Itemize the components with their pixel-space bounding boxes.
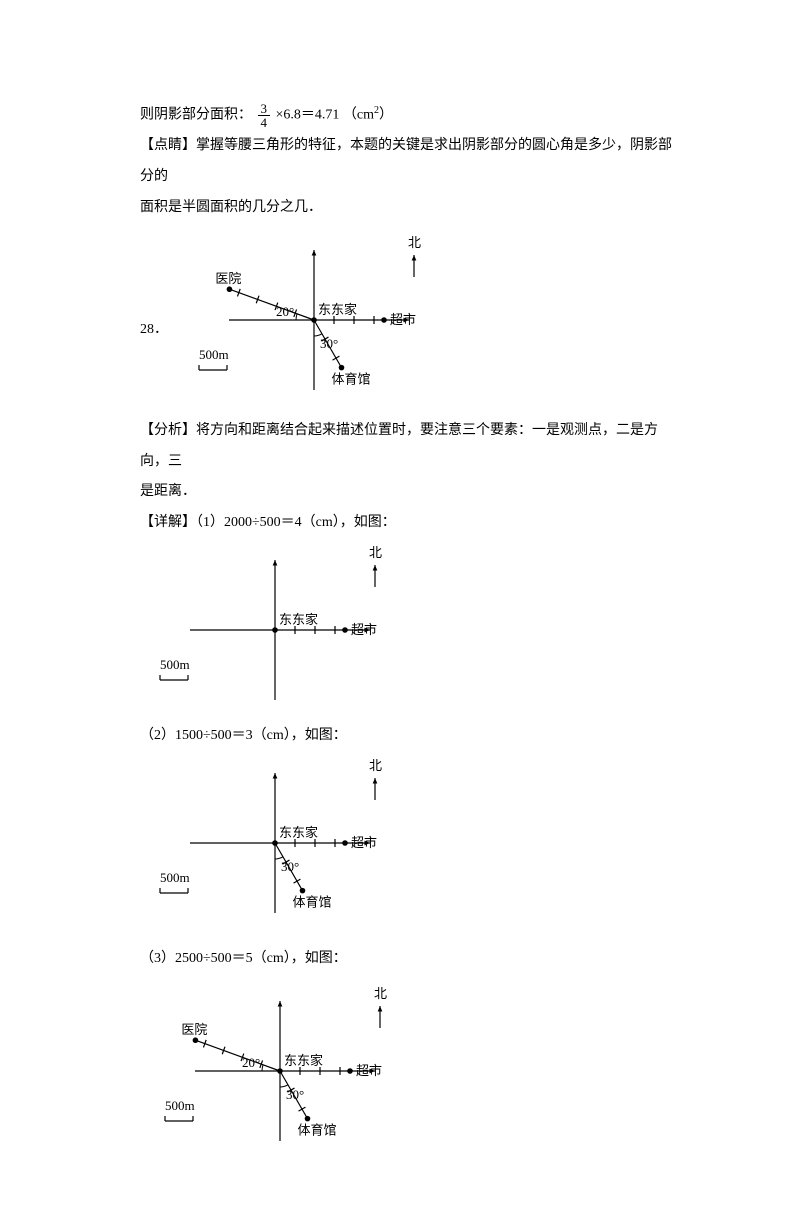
svg-text:体育馆: 体育馆: [293, 894, 332, 909]
line-dianjing-1: 【点睛】掌握等腰三角形的特征，本题的关键是求出阴影部分的圆心角是多少，阴影部分的: [140, 131, 673, 193]
svg-text:超市: 超市: [351, 622, 377, 637]
frac-num: 3: [258, 102, 271, 116]
analysis-2: 是距离．: [140, 477, 673, 508]
diagram-full-svg: 东东家超市 北 500m 体育馆 30° 医院 20°: [174, 230, 454, 410]
svg-text:20°: 20°: [242, 1055, 260, 1070]
svg-text:超市: 超市: [390, 312, 416, 327]
q28-row: 28． 东东家超市 北 500m 体育馆 30° 医院 20°: [140, 224, 673, 416]
diagram-step1: 东东家超市 北 500m: [140, 545, 673, 715]
svg-text:500m: 500m: [160, 657, 190, 672]
svg-text:东东家: 东东家: [318, 302, 357, 317]
diagram-step1-svg: 东东家超市 北 500m: [140, 545, 420, 715]
detail-step3: （3）2500÷500＝5（cm），如图：: [140, 944, 673, 975]
svg-text:北: 北: [369, 758, 382, 773]
svg-text:医院: 医院: [181, 1022, 207, 1037]
svg-text:北: 北: [408, 235, 421, 250]
svg-text:30°: 30°: [286, 1087, 304, 1102]
line-shadow-area: 则阴影部分面积： 3 4 ×6.8＝4.71 （cm2）: [140, 100, 673, 131]
svg-text:20°: 20°: [276, 304, 294, 319]
svg-text:超市: 超市: [351, 835, 377, 850]
detail-step2: （2）1500÷500＝3（cm），如图：: [140, 721, 673, 752]
diagram-full: 东东家超市 北 500m 体育馆 30° 医院 20°: [174, 230, 454, 410]
svg-text:东东家: 东东家: [279, 825, 318, 840]
svg-text:30°: 30°: [281, 859, 299, 874]
text-a: 则阴影部分面积：: [140, 108, 252, 123]
svg-text:体育馆: 体育馆: [332, 371, 371, 386]
svg-text:30°: 30°: [320, 336, 338, 351]
text-b: ×6.8＝4.71 （cm: [276, 108, 375, 123]
q28-number: 28．: [140, 315, 168, 416]
svg-text:500m: 500m: [160, 870, 190, 885]
analysis-1: 【分析】将方向和距离结合起来描述位置时，要注意三个要素：一是观测点，二是方向，三: [140, 416, 673, 478]
svg-text:北: 北: [374, 986, 387, 1001]
svg-text:超市: 超市: [356, 1063, 382, 1078]
frac-den: 4: [258, 116, 271, 129]
svg-text:东东家: 东东家: [284, 1053, 323, 1068]
fraction: 3 4: [258, 102, 271, 129]
svg-text:北: 北: [369, 545, 382, 560]
diagram-step2-svg: 东东家超市 北 500m 体育馆 30°: [140, 758, 420, 938]
svg-text:500m: 500m: [199, 347, 229, 362]
diagram-step3-svg: 东东家超市 北 500m 体育馆 30° 医院 20°: [140, 981, 420, 1161]
svg-text:体育馆: 体育馆: [298, 1122, 337, 1137]
diagram-step3: 东东家超市 北 500m 体育馆 30° 医院 20°: [140, 981, 673, 1161]
line-dianjing-2: 面积是半圆面积的几分之几．: [140, 193, 673, 224]
diagram-step2: 东东家超市 北 500m 体育馆 30°: [140, 758, 673, 938]
svg-text:东东家: 东东家: [279, 612, 318, 627]
text-c: ）: [379, 108, 393, 123]
svg-text:500m: 500m: [165, 1098, 195, 1113]
detail-step1: 【详解】（1）2000÷500＝4（cm），如图：: [140, 508, 673, 539]
svg-text:医院: 医院: [215, 271, 241, 286]
